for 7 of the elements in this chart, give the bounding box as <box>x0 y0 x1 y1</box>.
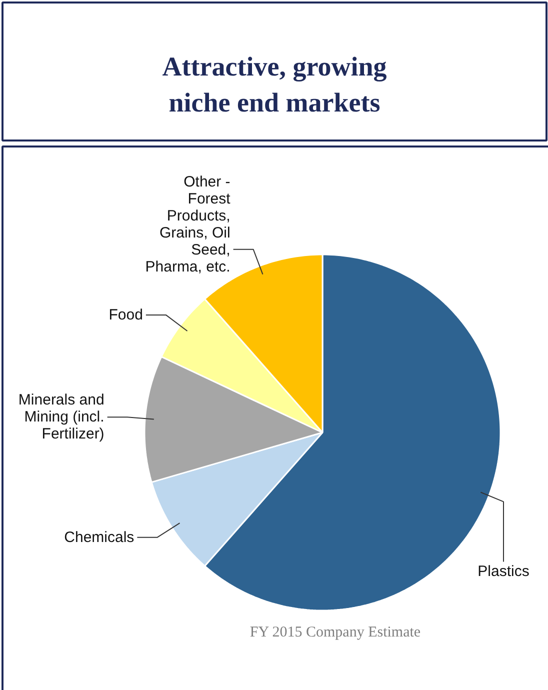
slice-label: Minerals and Mining (incl. Fertilizer) <box>18 392 104 443</box>
slice-label: Food <box>108 306 143 324</box>
chart-title: Attractive, growing niche end markets <box>162 52 388 118</box>
slice-label: Chemicals <box>64 528 134 546</box>
slice-label: Other - Forest Products, Grains, Oil Seed, Pharma, etc. <box>145 173 232 276</box>
slice-label: Plastics <box>478 563 530 580</box>
text: FY 2015 Company Estimate <box>250 624 421 640</box>
